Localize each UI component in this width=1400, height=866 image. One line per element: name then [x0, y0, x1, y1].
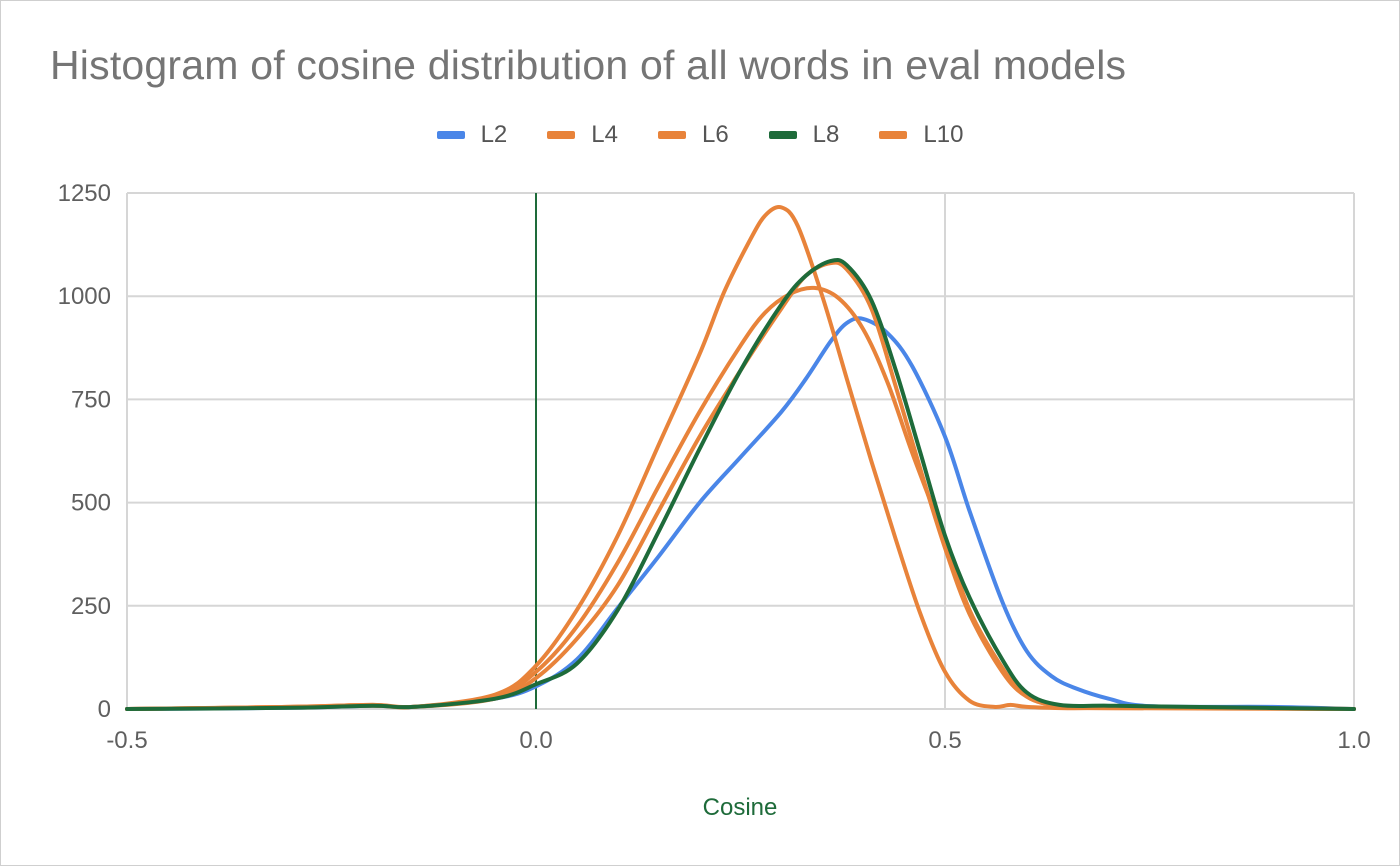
series-line-l8 [125, 257, 1356, 711]
series-lines [125, 205, 1356, 711]
chart-title: Histogram of cosine distribution of all … [50, 42, 1127, 88]
legend-label-l10: L10 [923, 121, 964, 148]
y-tick-labels: 0 250 500 750 1000 1250 [58, 180, 111, 723]
y-tick-label: 750 [71, 386, 111, 413]
series-line-l6 [125, 285, 1356, 711]
series-line-l4 [125, 260, 1356, 711]
legend-label-l2: L2 [480, 121, 508, 148]
x-tick-label: -0.5 [106, 727, 147, 754]
legend-swatch-l6 [657, 131, 686, 139]
legend-swatch-l8 [768, 131, 797, 139]
legend-label-l4: L4 [591, 121, 618, 148]
legend-label-l6: L6 [701, 121, 729, 148]
series-line-l10 [125, 205, 1356, 711]
gridlines [126, 192, 1355, 710]
legend-swatch-l4 [547, 131, 576, 139]
y-tick-label: 0 [98, 696, 111, 723]
x-tick-labels: -0.5 0.0 0.5 1.0 [106, 727, 1370, 754]
y-tick-label: 1000 [58, 283, 111, 310]
x-tick-label: 0.5 [928, 727, 961, 754]
legend-item-l8[interactable]: L8 [768, 121, 840, 149]
legend-item-l4[interactable]: L4 [547, 121, 618, 149]
legend-swatch-l2 [436, 131, 465, 139]
x-tick-label: 1.0 [1337, 727, 1370, 754]
legend-swatch-l10 [879, 131, 908, 139]
legend-item-l6[interactable]: L6 [657, 121, 729, 149]
legend: L2 L4 L6 L8 L10 [0, 118, 1400, 152]
series-line-l2 [125, 316, 1356, 711]
legend-label-l8: L8 [812, 121, 840, 148]
y-tick-label: 500 [71, 490, 111, 517]
x-axis-title: Cosine [703, 794, 778, 821]
legend-item-l10[interactable]: L10 [879, 121, 963, 149]
legend-item-l2[interactable]: L2 [436, 121, 508, 149]
y-tick-label: 1250 [58, 180, 111, 207]
x-tick-label: 0.0 [519, 727, 552, 754]
y-tick-label: 250 [71, 593, 111, 620]
